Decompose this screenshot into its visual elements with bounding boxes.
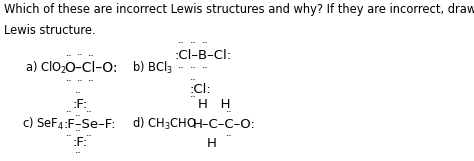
- Text: Which of these are incorrect Lewis structures and why? If they are incorrect, dr: Which of these are incorrect Lewis struc…: [4, 3, 474, 16]
- Text: ··: ··: [86, 131, 92, 141]
- Text: a) ClO$_2$: a) ClO$_2$: [25, 60, 67, 76]
- Text: ··: ··: [77, 50, 83, 60]
- Text: ··: ··: [66, 131, 73, 141]
- Text: :F:: :F:: [73, 98, 88, 111]
- Text: ··: ··: [190, 63, 196, 73]
- Text: ··: ··: [88, 76, 95, 86]
- Text: ··: ··: [178, 38, 185, 48]
- Text: ··: ··: [190, 92, 196, 102]
- Text: ··: ··: [226, 108, 232, 118]
- Text: ··: ··: [190, 75, 196, 85]
- Text: d) CH$_3$CHO: d) CH$_3$CHO: [132, 116, 196, 132]
- Text: ··: ··: [75, 89, 82, 99]
- Text: Lewis structure.: Lewis structure.: [4, 24, 96, 37]
- Text: ··: ··: [202, 63, 209, 73]
- Text: ··: ··: [66, 108, 73, 118]
- Text: ··: ··: [88, 51, 95, 61]
- Text: :Cl:: :Cl:: [190, 83, 211, 95]
- Text: :F–Se–F:: :F–Se–F:: [64, 118, 116, 131]
- Text: ··: ··: [86, 108, 92, 118]
- Text: O–Cl–O:: O–Cl–O:: [64, 61, 118, 75]
- Text: H–C–C–O:: H–C–C–O:: [193, 118, 256, 131]
- Text: ··: ··: [190, 38, 196, 48]
- Text: ··: ··: [77, 76, 83, 86]
- Text: b) BCl$_3$: b) BCl$_3$: [132, 60, 173, 76]
- Text: :F:: :F:: [73, 136, 88, 149]
- Text: ··: ··: [75, 111, 82, 121]
- Text: ··: ··: [66, 76, 73, 86]
- Text: ··: ··: [75, 148, 82, 158]
- Text: ··: ··: [202, 38, 209, 48]
- Text: ··: ··: [75, 126, 82, 136]
- Text: ··: ··: [66, 51, 73, 61]
- Text: :Cl–B–Cl:: :Cl–B–Cl:: [174, 49, 232, 62]
- Text: ··: ··: [178, 63, 185, 73]
- Text: c) SeF$_4$: c) SeF$_4$: [22, 116, 64, 132]
- Text: H   H: H H: [198, 98, 231, 111]
- Text: ··: ··: [226, 131, 232, 141]
- Text: H: H: [207, 137, 217, 151]
